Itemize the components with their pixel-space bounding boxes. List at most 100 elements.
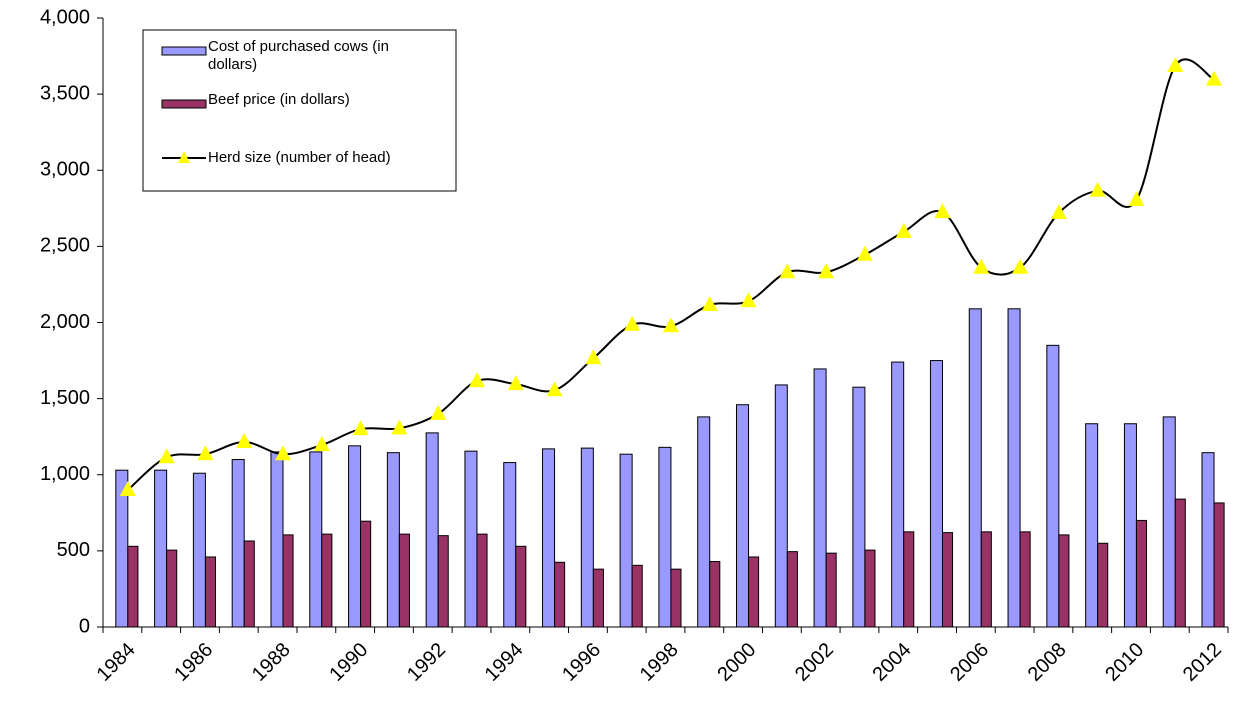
bar bbox=[891, 361, 905, 628]
legend-swatch bbox=[161, 99, 207, 109]
bar bbox=[437, 535, 449, 628]
x-tick-label: 2006 bbox=[946, 639, 993, 686]
legend-label: Herd size (number of head) bbox=[208, 149, 391, 166]
bar bbox=[697, 416, 711, 628]
marker bbox=[934, 203, 951, 219]
legend-swatch bbox=[161, 46, 207, 56]
bar bbox=[825, 552, 837, 628]
legend-entry: Cost of purchased cows (in dollars) bbox=[208, 38, 389, 73]
marker bbox=[507, 375, 524, 391]
bar bbox=[864, 549, 876, 628]
bar bbox=[204, 556, 216, 628]
bar bbox=[348, 445, 362, 628]
marker bbox=[895, 222, 912, 238]
bar bbox=[309, 451, 323, 628]
bar bbox=[709, 561, 721, 628]
bar bbox=[425, 432, 439, 628]
bar bbox=[1085, 423, 1099, 628]
bar bbox=[192, 472, 206, 628]
marker bbox=[197, 445, 214, 461]
x-tick-label: 1994 bbox=[481, 639, 528, 686]
bar bbox=[386, 452, 400, 628]
legend-label: Beef price (in dollars) bbox=[208, 91, 350, 108]
bar bbox=[786, 551, 798, 628]
bar bbox=[658, 446, 672, 628]
bar bbox=[398, 533, 410, 628]
bar bbox=[321, 533, 333, 628]
marker bbox=[158, 448, 175, 464]
x-tick-label: 1992 bbox=[403, 639, 450, 686]
marker bbox=[1089, 181, 1106, 197]
y-tick-label: 2,000 bbox=[40, 311, 90, 333]
marker bbox=[856, 245, 873, 261]
bar bbox=[1201, 452, 1215, 628]
marker bbox=[740, 292, 757, 308]
bar bbox=[670, 568, 682, 628]
bar bbox=[243, 540, 255, 628]
bar bbox=[1174, 498, 1186, 628]
marker bbox=[546, 381, 563, 397]
bar bbox=[852, 386, 866, 628]
y-tick-label: 1,500 bbox=[40, 387, 90, 409]
bar bbox=[774, 384, 788, 628]
bar bbox=[542, 448, 556, 628]
x-tick-label: 2002 bbox=[791, 639, 838, 686]
marker bbox=[585, 349, 602, 365]
bar bbox=[1007, 308, 1021, 628]
bar bbox=[1046, 344, 1060, 628]
marker bbox=[1167, 56, 1184, 72]
x-tick-label: 2000 bbox=[713, 639, 760, 686]
marker bbox=[352, 420, 369, 436]
bar bbox=[464, 450, 478, 628]
y-tick-label: 3,000 bbox=[40, 159, 90, 181]
x-tick-label: 1984 bbox=[93, 639, 140, 686]
y-tick-label: 2,500 bbox=[40, 235, 90, 257]
y-tick-label: 1,000 bbox=[40, 463, 90, 485]
bar bbox=[270, 451, 284, 628]
x-tick-label: 2008 bbox=[1024, 639, 1071, 686]
marker bbox=[391, 419, 408, 435]
marker bbox=[468, 372, 485, 388]
bar bbox=[127, 545, 139, 628]
bar bbox=[1162, 416, 1176, 628]
bar bbox=[1019, 531, 1031, 628]
legend-entry: Herd size (number of head) bbox=[208, 149, 391, 166]
bar bbox=[903, 531, 915, 628]
marker bbox=[701, 295, 718, 311]
bar bbox=[929, 360, 943, 628]
x-tick-label: 2004 bbox=[869, 639, 916, 686]
y-tick-label: 0 bbox=[79, 615, 90, 637]
marker bbox=[818, 263, 835, 279]
legend-label: Cost of purchased cows (in dollars) bbox=[208, 38, 389, 73]
marker bbox=[119, 480, 136, 496]
y-tick-label: 3,500 bbox=[40, 82, 90, 104]
marker bbox=[1206, 70, 1223, 86]
legend-marker bbox=[178, 151, 190, 163]
marker bbox=[1012, 258, 1029, 274]
bar bbox=[154, 469, 168, 628]
x-tick-label: 1996 bbox=[558, 639, 605, 686]
bar bbox=[735, 404, 750, 628]
bar bbox=[1058, 534, 1070, 628]
marker bbox=[1050, 203, 1067, 219]
marker bbox=[624, 315, 641, 331]
y-tick-label: 4,000 bbox=[40, 6, 90, 28]
bar bbox=[1135, 519, 1148, 628]
bar bbox=[941, 532, 954, 628]
bar bbox=[813, 368, 827, 628]
marker bbox=[430, 404, 447, 420]
bar bbox=[748, 556, 760, 628]
marker bbox=[779, 263, 796, 279]
x-tick-label: 1988 bbox=[248, 639, 295, 686]
bar bbox=[515, 545, 527, 628]
bar bbox=[580, 447, 594, 628]
marker bbox=[1128, 190, 1145, 206]
bar bbox=[1123, 423, 1137, 628]
bar bbox=[631, 564, 643, 628]
bar bbox=[619, 453, 633, 628]
marker bbox=[662, 317, 679, 333]
marker bbox=[313, 436, 330, 452]
x-tick-label: 2010 bbox=[1101, 639, 1148, 686]
